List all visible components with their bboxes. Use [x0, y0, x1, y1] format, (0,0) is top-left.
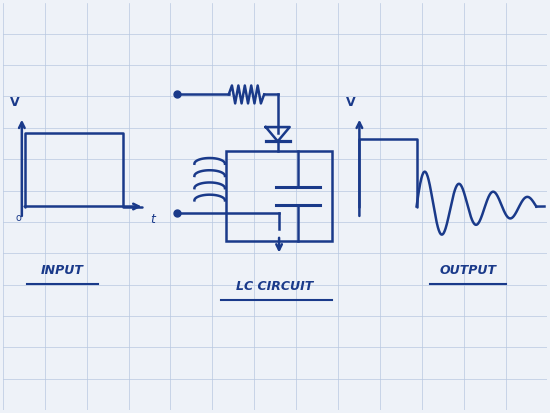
Text: LC CIRCUIT: LC CIRCUIT [236, 280, 314, 293]
Text: t: t [150, 213, 155, 225]
Bar [226, 152, 332, 241]
Text: V: V [10, 96, 20, 109]
Text: V: V [346, 96, 356, 109]
Text: OUTPUT: OUTPUT [440, 264, 497, 277]
Text: o: o [15, 213, 21, 223]
Text: INPUT: INPUT [41, 264, 84, 277]
